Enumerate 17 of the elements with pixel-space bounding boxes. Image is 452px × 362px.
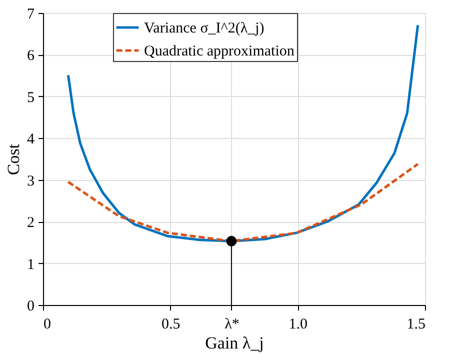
y-tick-label: 0	[27, 298, 34, 314]
x-tick-label: 1.5	[406, 316, 426, 332]
y-tick-label: 4	[27, 132, 35, 148]
y-tick-label: 7	[27, 6, 35, 22]
x-tick-label: 0.5	[161, 316, 180, 332]
x-tick-label: λ*	[224, 316, 240, 332]
y-tick-label: 5	[27, 90, 34, 106]
y-tick-label: 3	[27, 173, 34, 190]
legend-label: Variance σ_I^2(λ_j)	[144, 20, 264, 36]
y-axis-title: Cost	[4, 144, 23, 176]
y-tick-label: 2	[27, 215, 34, 232]
x-tick-label: 0	[44, 316, 51, 332]
legend-label: Quadratic approximation	[144, 44, 295, 60]
x-tick-label: 1.0	[288, 316, 308, 332]
y-tick-label: 1	[27, 256, 34, 273]
x-axis-title: Gain λ_j	[205, 334, 264, 352]
y-tick-label: 6	[27, 48, 35, 64]
